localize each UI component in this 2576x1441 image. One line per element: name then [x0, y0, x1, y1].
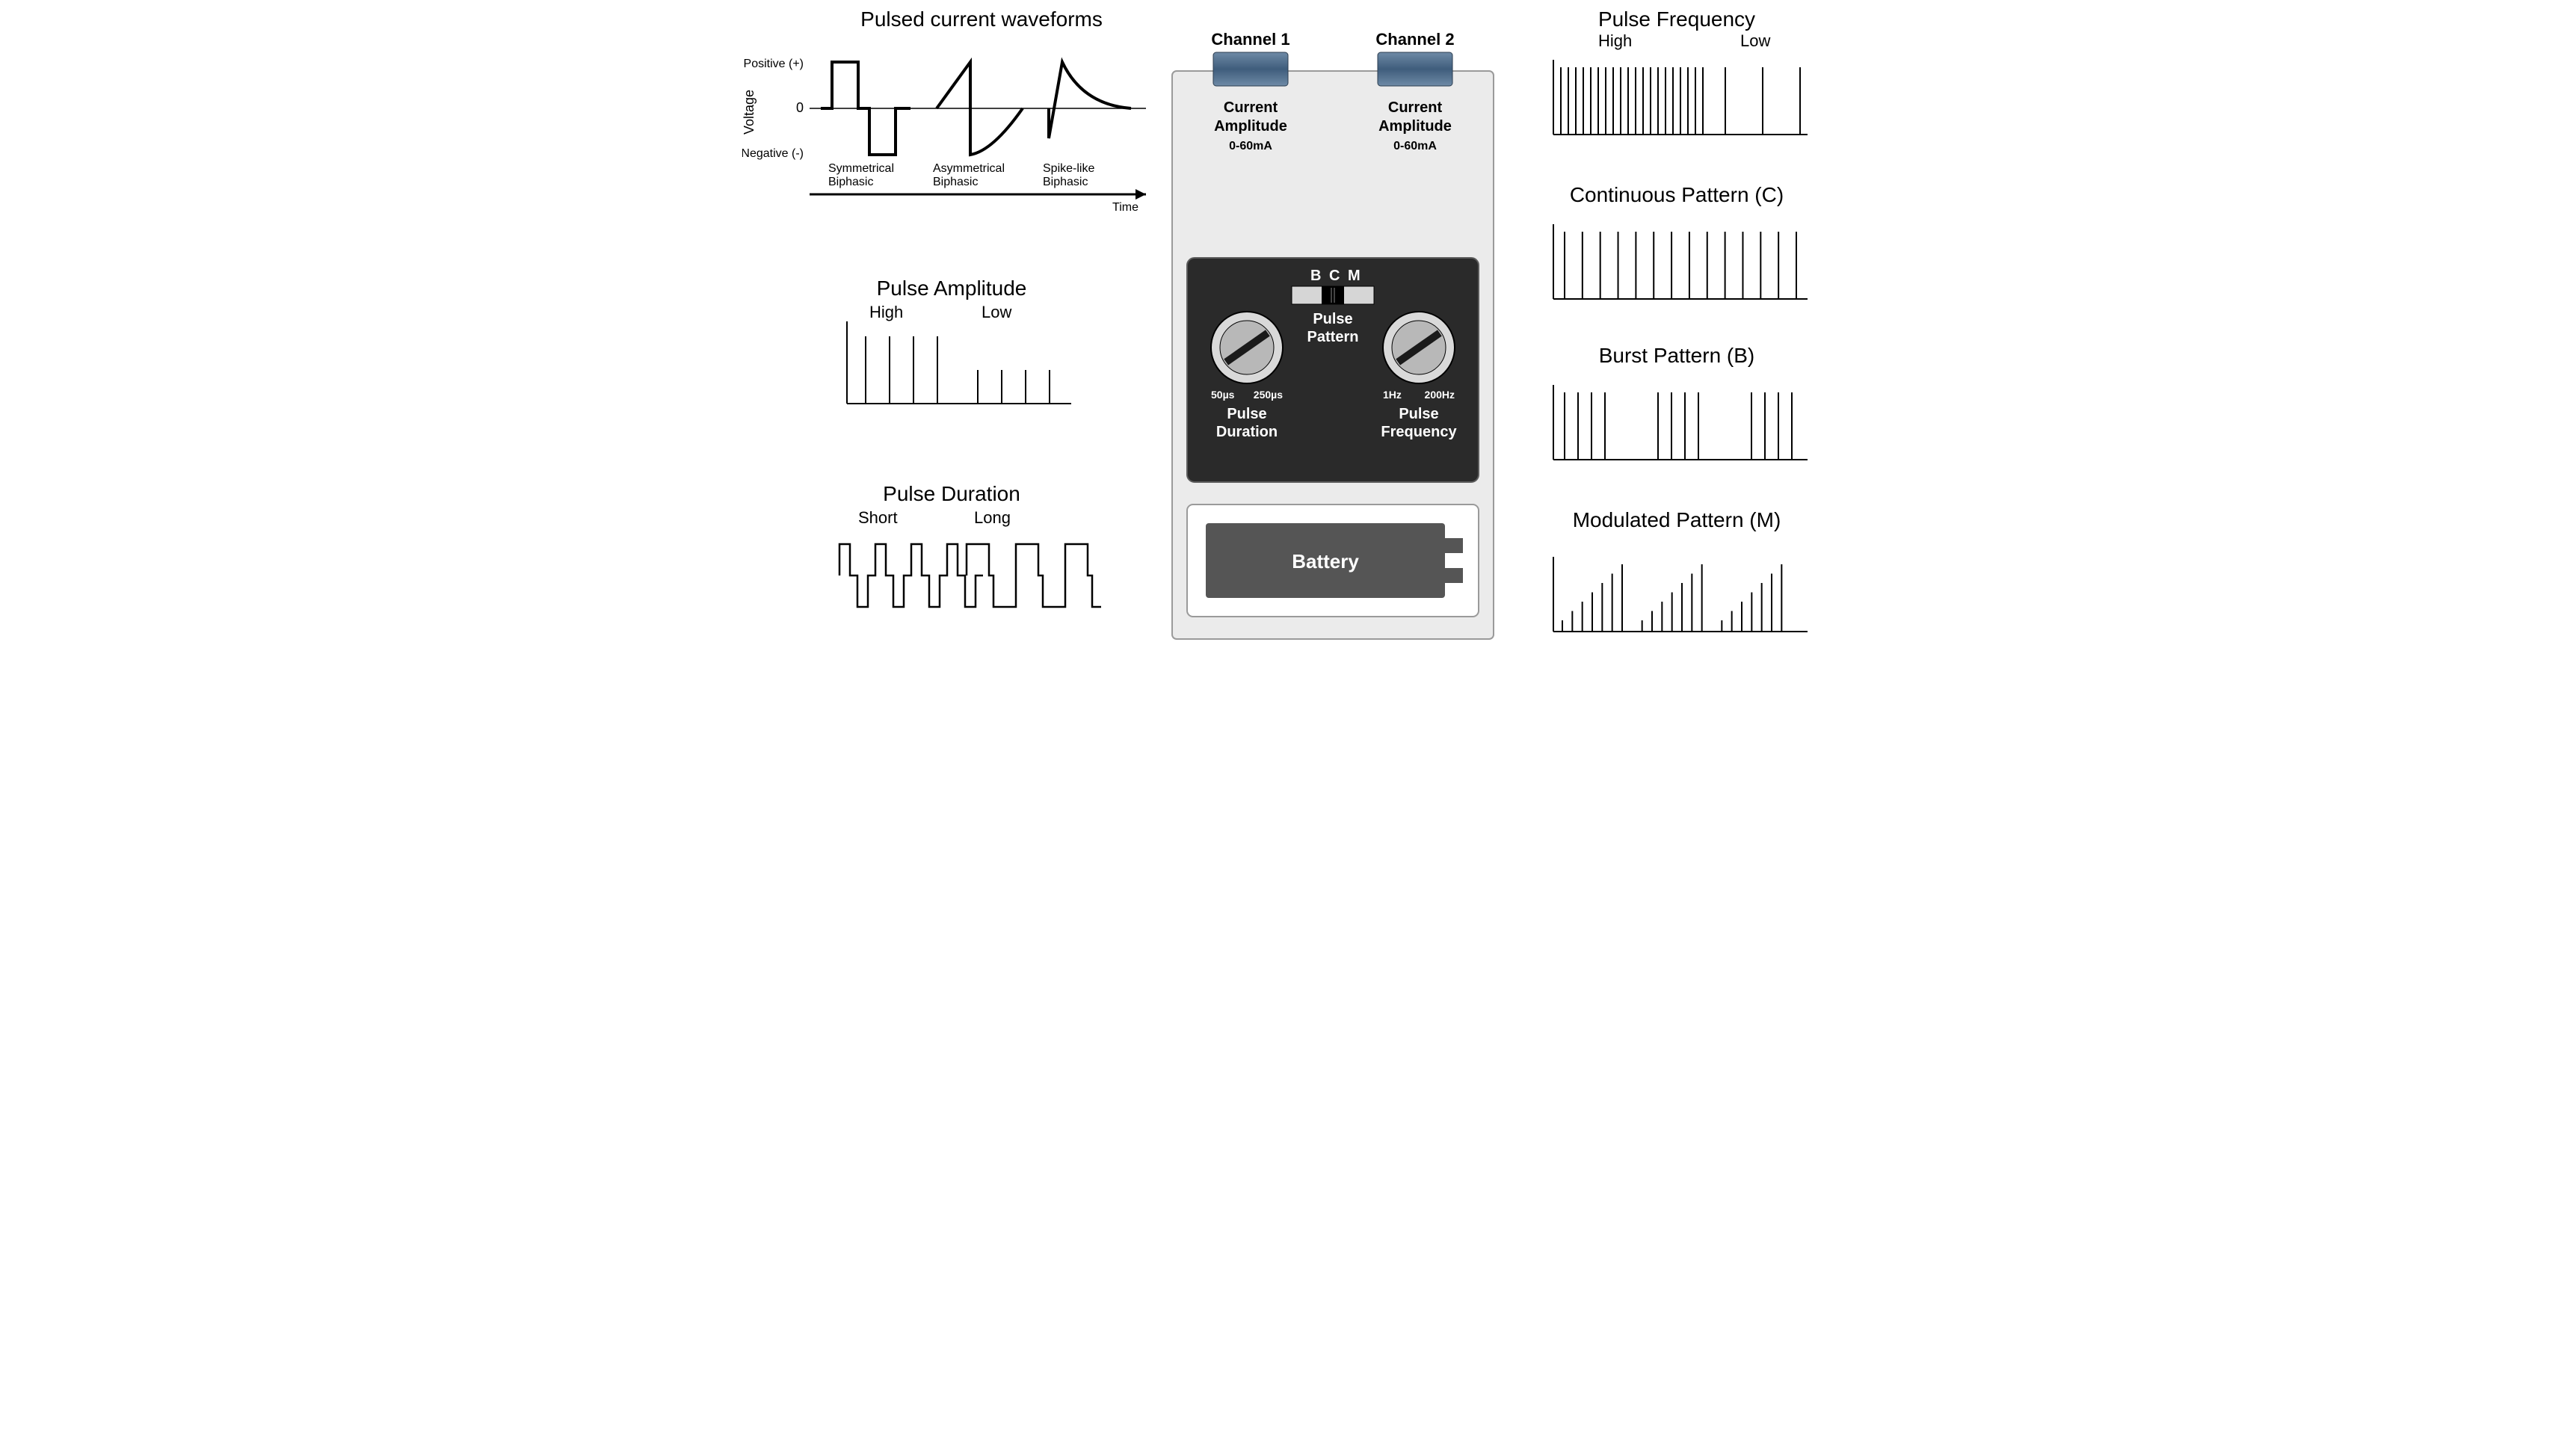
svg-text:Spike-like: Spike-like	[1043, 162, 1094, 175]
svg-text:Amplitude: Amplitude	[1378, 118, 1452, 135]
duration-chart: Short Long	[817, 504, 1101, 639]
waveforms-chart: 0 Positive (+) Negative (-) Voltage Time Symm…	[742, 30, 1168, 217]
svg-text:Symmetrical: Symmetrical	[828, 162, 894, 175]
svg-text:Biphasic: Biphasic	[828, 176, 873, 188]
svg-text:250µs: 250µs	[1254, 389, 1283, 401]
svg-text:Channel 2: Channel 2	[1375, 30, 1454, 49]
svg-text:Pulse: Pulse	[1227, 406, 1266, 422]
svg-text:200Hz: 200Hz	[1425, 389, 1455, 401]
svg-text:Low: Low	[982, 303, 1011, 321]
svg-text:Biphasic: Biphasic	[1043, 176, 1088, 188]
continuous-title: Continuous Pattern (C)	[1542, 183, 1811, 207]
duration-title: Pulse Duration	[832, 482, 1071, 506]
svg-text:Low: Low	[1740, 31, 1770, 50]
burst-chart	[1538, 370, 1822, 475]
svg-text:Time: Time	[1112, 201, 1138, 214]
svg-text:Positive (+): Positive (+)	[744, 58, 804, 70]
device-diagram: Channel 1 Channel 2 Current Amplitude 0-60mA…	[1165, 26, 1501, 647]
svg-text:Battery: Battery	[1292, 550, 1359, 573]
svg-text:Channel 1: Channel 1	[1211, 30, 1289, 49]
svg-text:High: High	[1598, 31, 1632, 50]
svg-text:Pattern: Pattern	[1307, 329, 1359, 345]
svg-text:Long: Long	[974, 508, 1011, 527]
svg-text:Asymmetrical: Asymmetrical	[933, 162, 1005, 175]
modulated-chart	[1538, 534, 1822, 647]
modulated-title: Modulated Pattern (M)	[1542, 508, 1811, 532]
svg-text:Pulse: Pulse	[1313, 311, 1352, 327]
svg-text:Current: Current	[1388, 99, 1443, 116]
svg-text:High: High	[869, 303, 903, 321]
svg-text:Negative (-): Negative (-)	[742, 147, 804, 160]
svg-text:Voltage: Voltage	[742, 90, 757, 135]
svg-text:Current: Current	[1224, 99, 1278, 116]
amplitude-chart: High Low	[832, 299, 1086, 426]
svg-text:0: 0	[796, 100, 804, 115]
svg-text:Biphasic: Biphasic	[933, 176, 978, 188]
svg-text:Duration: Duration	[1216, 424, 1278, 440]
svg-text:C: C	[1329, 268, 1340, 284]
svg-text:1Hz: 1Hz	[1383, 389, 1402, 401]
svg-text:Short: Short	[858, 508, 898, 527]
burst-title: Burst Pattern (B)	[1542, 344, 1811, 368]
amplitude-title: Pulse Amplitude	[832, 277, 1071, 300]
svg-text:Frequency: Frequency	[1381, 424, 1457, 440]
frequency-chart: High Low	[1538, 30, 1822, 149]
svg-text:0-60mA: 0-60mA	[1393, 140, 1437, 152]
svg-text:Amplitude: Amplitude	[1214, 118, 1287, 135]
svg-text:0-60mA: 0-60mA	[1229, 140, 1272, 152]
svg-text:M: M	[1348, 268, 1361, 284]
svg-text:Pulse: Pulse	[1399, 406, 1438, 422]
continuous-chart	[1538, 209, 1822, 314]
svg-text:50µs: 50µs	[1211, 389, 1235, 401]
svg-text:B: B	[1310, 268, 1321, 284]
waveforms-title: Pulsed current waveforms	[802, 7, 1161, 31]
frequency-title: Pulse Frequency	[1542, 7, 1811, 31]
